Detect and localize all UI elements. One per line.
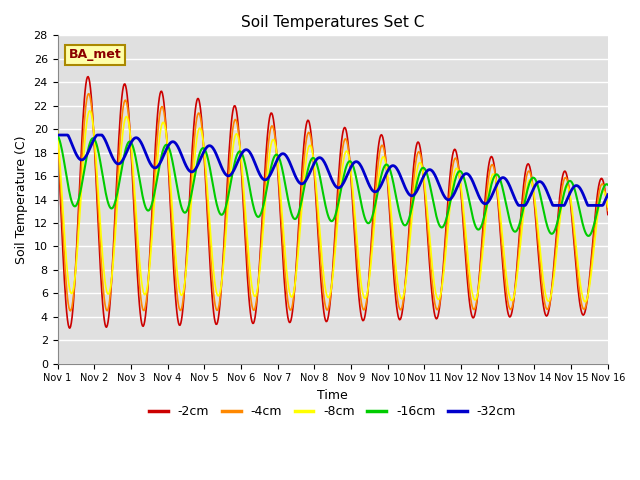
- -32cm: [63, 132, 71, 138]
- -4cm: [85, 91, 93, 96]
- -16cm: [176, 199, 184, 204]
- -2cm: [84, 74, 92, 80]
- -16cm: [54, 133, 61, 139]
- -16cm: [604, 182, 612, 188]
- -8cm: [86, 108, 93, 114]
- -8cm: [401, 289, 408, 295]
- -8cm: [177, 292, 184, 298]
- -2cm: [207, 271, 214, 277]
- -8cm: [581, 299, 589, 305]
- -4cm: [178, 306, 186, 312]
- Line: -16cm: -16cm: [58, 136, 608, 236]
- -2cm: [178, 317, 186, 323]
- -2cm: [417, 151, 425, 156]
- -32cm: [416, 182, 424, 188]
- -16cm: [585, 233, 593, 239]
- -8cm: [604, 204, 612, 210]
- -2cm: [401, 284, 409, 289]
- -4cm: [63, 295, 71, 300]
- -32cm: [515, 203, 523, 208]
- -2cm: [63, 317, 71, 323]
- Title: Soil Temperatures Set C: Soil Temperatures Set C: [241, 15, 424, 30]
- Line: -4cm: -4cm: [58, 94, 608, 311]
- -16cm: [63, 179, 71, 185]
- -32cm: [205, 143, 213, 149]
- -4cm: [417, 155, 425, 160]
- -4cm: [207, 253, 214, 259]
- -2cm: [66, 325, 74, 331]
- -4cm: [604, 208, 612, 214]
- Line: -32cm: -32cm: [58, 135, 608, 205]
- -32cm: [604, 192, 612, 198]
- -4cm: [54, 131, 61, 137]
- -32cm: [399, 180, 407, 186]
- -8cm: [54, 128, 61, 134]
- -16cm: [416, 170, 424, 176]
- -2cm: [122, 83, 129, 89]
- -16cm: [399, 221, 407, 227]
- -4cm: [401, 285, 409, 290]
- -8cm: [63, 270, 71, 276]
- Line: -2cm: -2cm: [58, 77, 608, 328]
- -32cm: [54, 132, 61, 138]
- -16cm: [205, 161, 213, 167]
- Line: -8cm: -8cm: [58, 111, 608, 302]
- -4cm: [67, 308, 74, 314]
- -4cm: [122, 97, 129, 103]
- Y-axis label: Soil Temperature (C): Soil Temperature (C): [15, 135, 28, 264]
- -2cm: [604, 212, 612, 217]
- Legend: -2cm, -4cm, -8cm, -16cm, -32cm: -2cm, -4cm, -8cm, -16cm, -32cm: [144, 400, 521, 423]
- -8cm: [206, 221, 214, 227]
- -8cm: [121, 117, 129, 122]
- -32cm: [176, 148, 184, 154]
- -32cm: [120, 155, 128, 160]
- -2cm: [54, 134, 61, 140]
- -8cm: [417, 160, 424, 166]
- X-axis label: Time: Time: [317, 389, 348, 402]
- Text: BA_met: BA_met: [68, 48, 122, 61]
- -16cm: [120, 153, 128, 159]
